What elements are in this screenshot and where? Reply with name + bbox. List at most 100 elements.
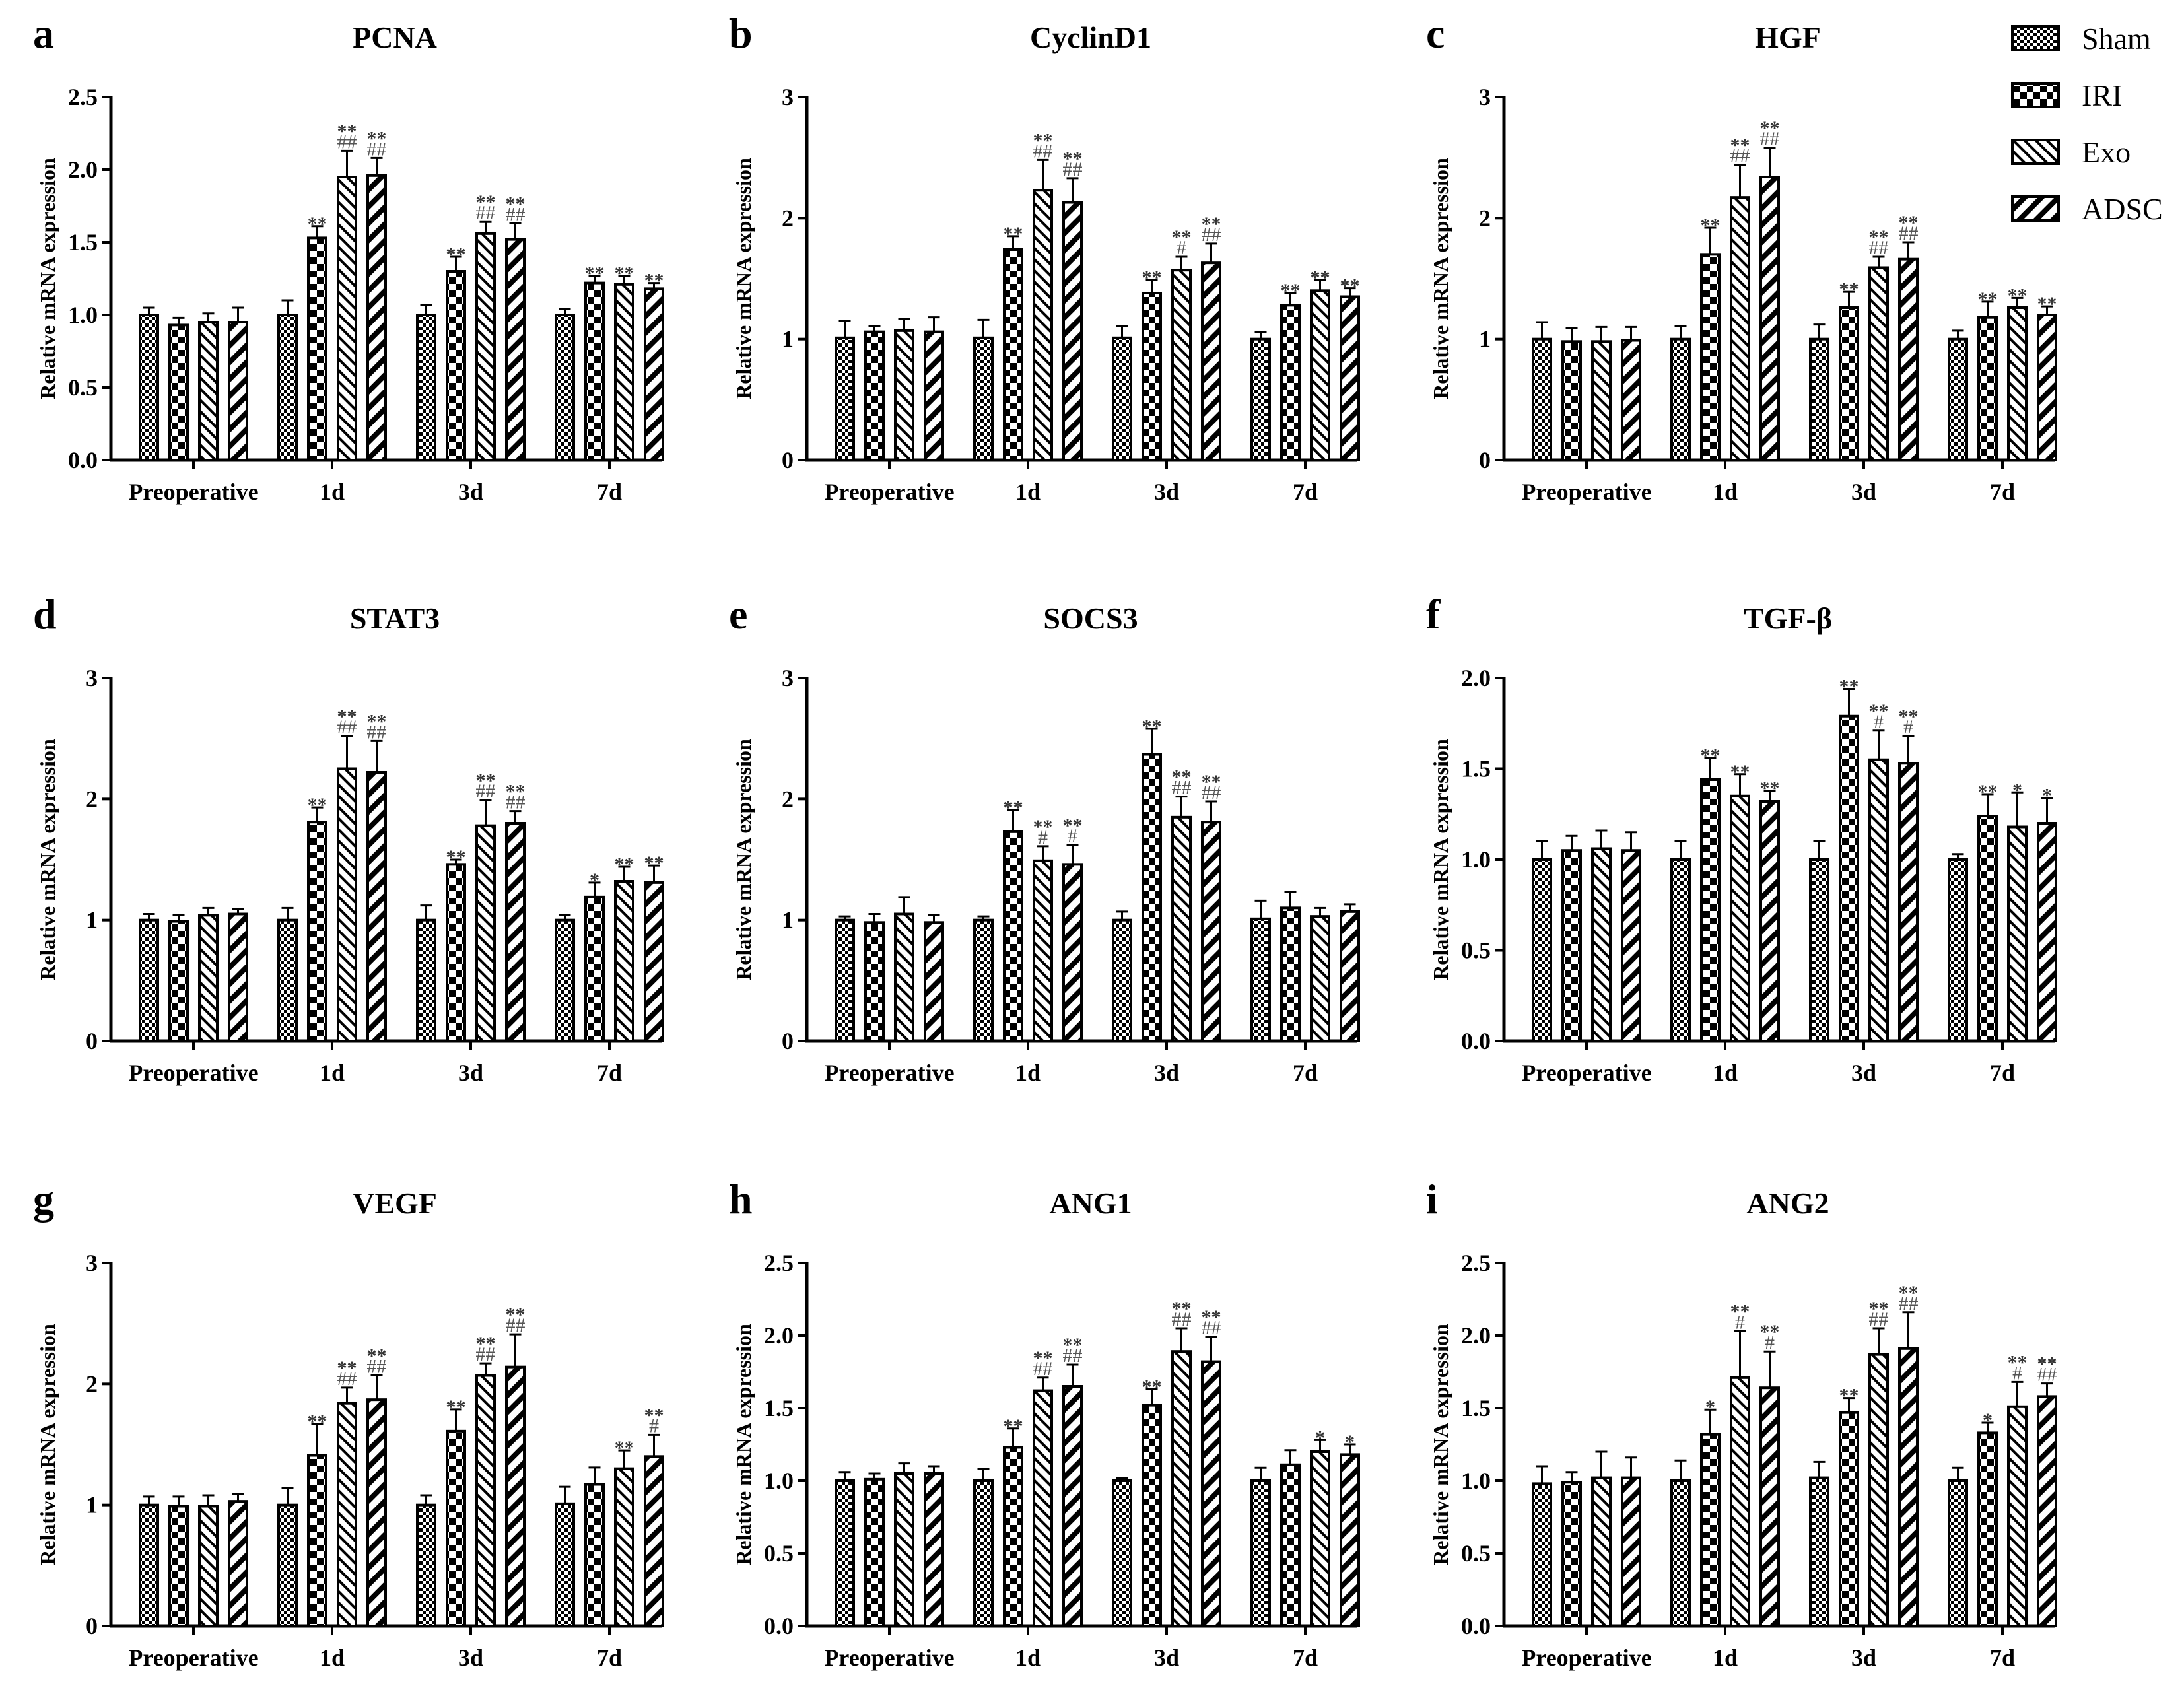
y-tick-label: 1 — [782, 907, 794, 933]
significance-star: ** — [1899, 1282, 1919, 1304]
significance-star: ** — [644, 852, 664, 874]
significance-hash: # — [1903, 716, 1913, 738]
bar-adsc — [1201, 821, 1221, 1042]
chart-panels: a PCNA Relative mRNA expression 0.0 0.5 1.0 1.… — [33, 10, 2057, 1671]
bar-adsc — [366, 174, 387, 461]
bar-exo — [1310, 915, 1330, 1042]
significance-star: ** — [1899, 706, 1919, 728]
significance-star: ** — [1142, 267, 1162, 288]
bar-sham — [277, 918, 298, 1042]
bar-exo — [614, 283, 634, 461]
x-tick-label: 3d — [1851, 1060, 1876, 1086]
significance-star: ** — [1839, 279, 1859, 300]
panel-f: f TGF-β Relative mRNA expression 0.0 0.5 1.0 1… — [1426, 591, 2057, 1086]
bar-adsc — [2037, 822, 2057, 1042]
bar-exo — [1310, 1450, 1330, 1627]
x-tick-label: 7d — [1990, 479, 2015, 505]
y-tick-label: 1.0 — [1461, 1468, 1491, 1494]
significance-hash: # — [1735, 1311, 1745, 1333]
bar-sham — [973, 336, 994, 462]
y-tick-label: 1 — [86, 907, 98, 933]
significance-star: ** — [615, 1437, 634, 1459]
y-tick-label: 2.0 — [1461, 665, 1491, 691]
significance-star: ** — [1730, 761, 1750, 783]
bar-iri — [446, 270, 466, 461]
panel-letter: f — [1426, 591, 1441, 638]
significance-hash: ## — [367, 1356, 387, 1378]
bar-adsc — [1062, 201, 1083, 461]
panel-letter: d — [33, 591, 57, 638]
significance-hash: ## — [1202, 1317, 1221, 1339]
bar-iri — [1977, 1431, 1998, 1627]
significance-hash: ## — [1033, 140, 1053, 162]
bar-sham — [139, 918, 159, 1042]
panel-i: i ANG2 Relative mRNA expression 0.0 0.5 1.0 1.… — [1426, 1176, 2057, 1671]
y-axis-label: Relative mRNA expression — [1429, 1324, 1452, 1565]
bar-exo — [614, 1467, 634, 1628]
y-tick-label: 2.5 — [1461, 1250, 1491, 1276]
bar-iri — [1700, 253, 1721, 461]
panel-b: b CyclinD1 Relative mRNA expression 0 1 2 3 Pre… — [729, 10, 1360, 505]
y-axis-label: Relative mRNA expression — [36, 1324, 59, 1565]
x-tick-label: 1d — [320, 1644, 345, 1671]
significance-hash: ## — [506, 792, 526, 813]
panel-letter: a — [33, 10, 54, 57]
significance-star: * — [590, 869, 599, 891]
significance-star: * — [2012, 779, 2022, 801]
bar-exo — [1171, 269, 1192, 461]
bar-exo — [894, 329, 914, 462]
significance-star: ** — [1730, 135, 1750, 156]
bar-adsc — [1898, 762, 1919, 1042]
y-tick-label: 1 — [782, 326, 794, 353]
significance-star: ** — [476, 191, 496, 213]
panel-c: c HGF Relative mRNA expression 0 1 2 3 Preopera… — [1426, 10, 2057, 505]
bar-exo — [337, 767, 357, 1042]
significance-star: ** — [1172, 766, 1192, 788]
significance-star: ** — [1839, 676, 1859, 698]
bar-iri — [1280, 304, 1301, 462]
significance-hash: ## — [2037, 1364, 2057, 1386]
bar-iri — [864, 1477, 885, 1628]
significance-star: ** — [308, 1411, 327, 1433]
significance-star: ** — [1033, 1347, 1053, 1369]
significance-star: ** — [1142, 1376, 1162, 1398]
panel-letter: i — [1426, 1176, 1438, 1223]
significance-star: ** — [615, 263, 634, 285]
bar-adsc — [1201, 1360, 1221, 1628]
y-tick-label: 1.5 — [1461, 1395, 1491, 1421]
significance-star: ** — [644, 270, 664, 292]
bar-sham — [1112, 1479, 1132, 1627]
significance-hash: ## — [1033, 1358, 1053, 1380]
x-tick-label: 3d — [1851, 479, 1876, 505]
bar-exo — [1033, 189, 1053, 461]
bar-adsc — [924, 921, 944, 1043]
bar-adsc — [924, 1472, 944, 1627]
bar-exo — [337, 1402, 357, 1628]
bar-exo — [1033, 1389, 1053, 1628]
significance-star: ** — [1760, 118, 1780, 139]
y-tick-label: 0 — [782, 447, 794, 473]
chart-title: HGF — [1755, 20, 1821, 54]
y-tick-label: 1.5 — [68, 229, 98, 255]
bar-adsc — [505, 822, 526, 1042]
significance-star: ** — [367, 1345, 387, 1367]
bar-adsc — [1340, 295, 1360, 461]
panel-d: d STAT3 Relative mRNA expression 0 1 2 3 Preope… — [33, 591, 664, 1086]
bar-iri — [1142, 1404, 1162, 1628]
bar-sham — [1809, 337, 1829, 462]
significance-hash: # — [1765, 1332, 1775, 1353]
significance-star: ** — [446, 244, 466, 265]
bar-sham — [1670, 337, 1691, 462]
bar-sham — [416, 918, 436, 1042]
panel-letter: g — [33, 1176, 54, 1223]
significance-hash: ## — [1202, 224, 1221, 246]
bar-adsc — [644, 1455, 664, 1627]
bar-exo — [1033, 859, 1053, 1043]
significance-hash: ## — [1063, 158, 1083, 180]
bar-adsc — [1759, 1386, 1780, 1627]
y-tick-label: 2 — [782, 786, 794, 812]
y-tick-label: 1 — [1479, 326, 1491, 353]
bar-exo — [1730, 196, 1750, 461]
chart-title: ANG1 — [1049, 1186, 1132, 1220]
y-tick-label: 0 — [782, 1028, 794, 1054]
